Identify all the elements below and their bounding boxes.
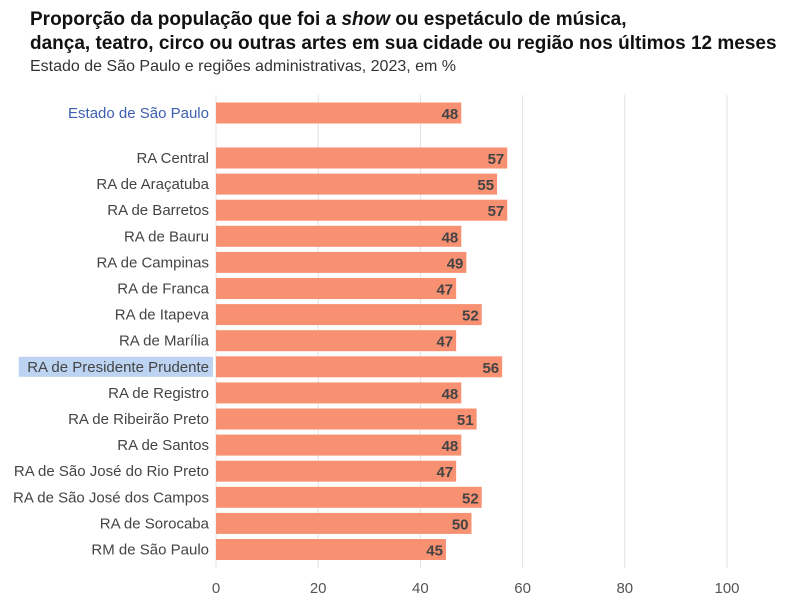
x-tick-label: 40 <box>412 580 429 597</box>
x-tick-label: 0 <box>212 580 220 597</box>
x-tick-label: 80 <box>616 580 633 597</box>
category-label: RA de Sorocaba <box>100 515 210 532</box>
chart-subtitle: Estado de São Paulo e regiões administra… <box>30 58 457 75</box>
bar[interactable] <box>216 330 457 352</box>
bars <box>216 102 508 560</box>
bar[interactable] <box>216 278 457 299</box>
value-label: 45 <box>426 543 443 560</box>
category-label: RA de Barretos <box>107 202 209 219</box>
x-axis-ticks: 0 20 40 60 80 100 <box>212 580 740 597</box>
bar[interactable] <box>216 512 472 534</box>
value-label: 52 <box>462 308 479 325</box>
value-label: 48 <box>442 438 459 455</box>
category-label: RA de São José dos Campos <box>13 489 209 506</box>
category-label: RA de Presidente Prudente <box>27 359 209 376</box>
bar[interactable] <box>216 460 457 482</box>
bar[interactable] <box>216 199 508 221</box>
category-label: RA de São José do Rio Preto <box>14 463 209 480</box>
highlight-layer <box>18 356 213 377</box>
title-emphasis: show <box>341 9 390 30</box>
bar[interactable] <box>216 251 467 273</box>
category-label: RA de Franca <box>117 281 209 298</box>
bar[interactable] <box>216 225 462 247</box>
value-label: 50 <box>452 516 469 533</box>
bar[interactable] <box>216 434 462 456</box>
bar[interactable] <box>216 539 446 560</box>
category-label: RA de Ribeirão Preto <box>68 411 209 428</box>
value-label: 48 <box>442 229 459 246</box>
value-label: 55 <box>477 177 494 194</box>
category-label: RA de Araçatuba <box>96 176 209 193</box>
category-labels: Estado de São Paulo RA Central RA de Araça… <box>13 105 210 559</box>
value-label: 49 <box>447 255 464 272</box>
title-line-2: dança, teatro, circo ou outras artes em … <box>30 33 777 54</box>
category-label: Estado de São Paulo <box>68 105 209 122</box>
bar[interactable] <box>216 382 462 404</box>
x-tick-label: 100 <box>714 580 739 597</box>
category-label: RM de São Paulo <box>91 542 209 559</box>
value-label: 51 <box>457 412 474 429</box>
value-label: 48 <box>442 106 459 123</box>
value-label: 47 <box>436 282 453 299</box>
category-label: RA Central <box>136 150 209 167</box>
value-label: 56 <box>482 360 499 377</box>
value-label: 47 <box>436 464 453 481</box>
category-label: RA de Marília <box>119 333 210 350</box>
bar[interactable] <box>216 173 498 195</box>
value-label: 52 <box>462 490 479 507</box>
bar[interactable] <box>216 102 462 124</box>
chart-title: Proporção da população que foi a show ou… <box>30 8 777 56</box>
label-highlight <box>18 356 213 377</box>
category-label: RA de Bauru <box>124 228 209 245</box>
bar[interactable] <box>216 304 482 326</box>
x-tick-label: 60 <box>514 580 531 597</box>
category-label: RA de Campinas <box>96 254 209 271</box>
value-label: 57 <box>488 151 505 168</box>
value-label: 57 <box>488 203 505 220</box>
bar[interactable] <box>216 147 508 169</box>
category-label: RA de Santos <box>117 437 209 454</box>
value-label: 48 <box>442 386 459 403</box>
category-label: RA de Registro <box>108 385 209 402</box>
x-tick-label: 20 <box>310 580 327 597</box>
bar[interactable] <box>216 356 503 378</box>
title-line-1: Proporção da população que foi a show ou… <box>30 9 627 30</box>
value-labels: 48 57 55 57 48 49 47 52 47 56 48 51 48 47 52 50 45 <box>426 106 504 560</box>
bar[interactable] <box>216 486 482 508</box>
value-label: 47 <box>436 334 453 351</box>
bar[interactable] <box>216 408 477 430</box>
category-label: RA de Itapeva <box>115 307 210 324</box>
